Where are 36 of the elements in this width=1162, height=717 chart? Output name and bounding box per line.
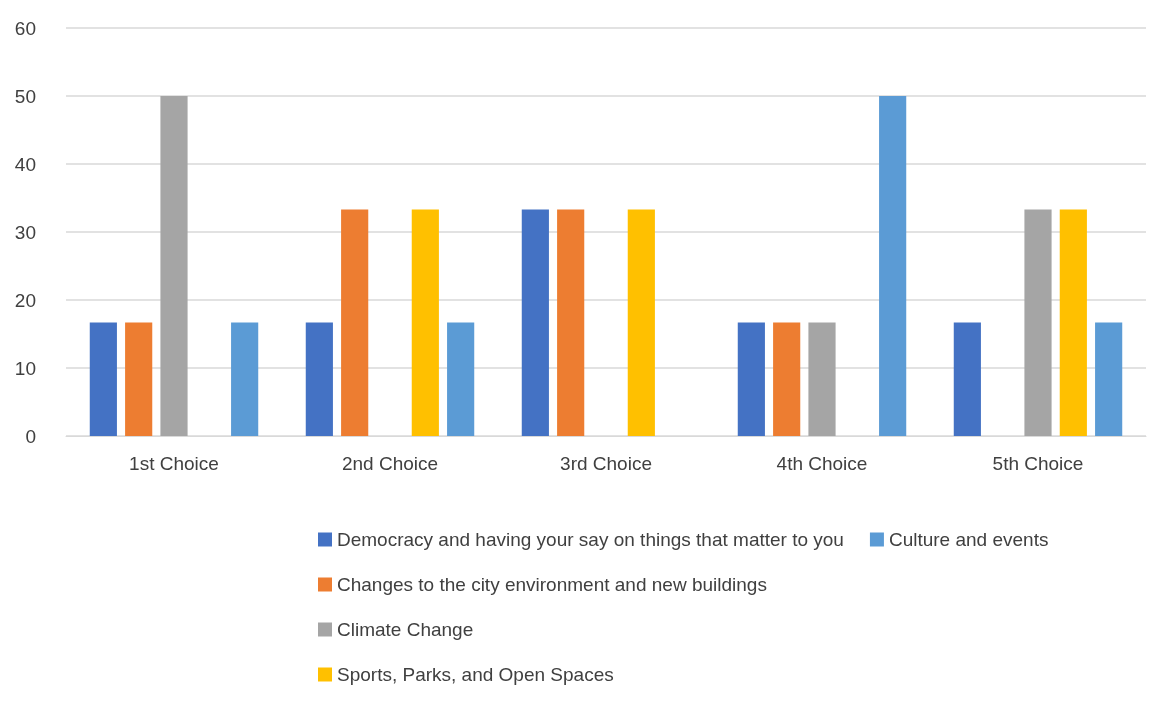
bar [89,322,117,436]
legend-label: Democracy and having your say on things that matter to you [337,529,844,550]
legend-label: Sports, Parks, and Open Spaces [337,664,614,685]
y-tick-label: 0 [25,425,36,447]
bar [125,322,153,436]
legend-label: Culture and events [888,529,1049,550]
x-tick-label: 1st Choice [129,453,219,474]
bar [1095,322,1123,436]
bar [231,322,259,436]
y-tick-label: 20 [14,289,36,311]
y-tick-label: 10 [14,357,36,379]
y-tick-label: 40 [14,153,36,175]
bar [773,322,801,436]
x-tick-label: 3rd Choice [560,453,652,474]
y-tick-label: 50 [14,85,36,107]
bar [341,209,369,436]
bar [557,209,585,436]
x-tick-label: 4th Choice [776,453,868,474]
bar [305,322,333,436]
bar [447,322,475,436]
legend-label: Changes to the city environment and new buildings [337,574,767,595]
bar [879,96,907,436]
y-tick-label: 60 [14,17,36,39]
x-tick-label: 5th Choice [992,453,1084,474]
bar [627,209,655,436]
bar [160,96,188,436]
legend-label: Climate Change [337,619,474,640]
bar [737,322,765,436]
bar [1024,209,1052,436]
bar [808,322,836,436]
bar [521,209,549,436]
bar [411,209,439,436]
bar [953,322,981,436]
x-tick-label: 2nd Choice [341,453,439,474]
bar [1059,209,1087,436]
y-tick-label: 30 [14,221,36,243]
